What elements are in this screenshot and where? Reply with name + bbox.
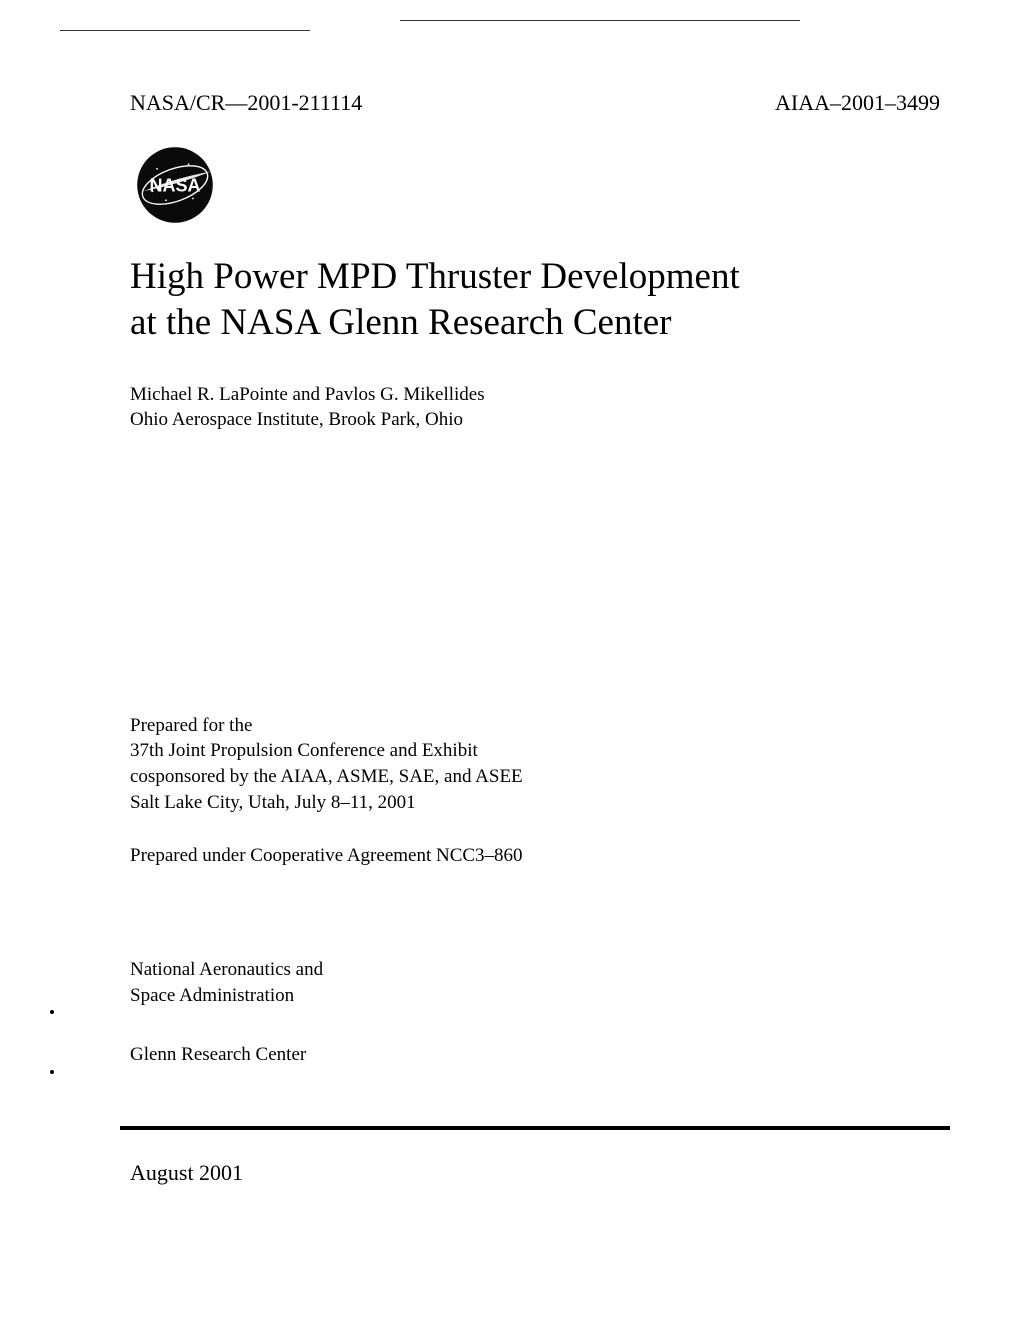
research-center: Glenn Research Center	[130, 1044, 940, 1066]
scan-artifact-dot	[50, 1010, 54, 1014]
nasa-logo-icon: NASA	[130, 146, 220, 224]
agency-block: National Aeronautics and Space Administr…	[130, 957, 940, 1008]
authors-block: Michael R. LaPointe and Pavlos G. Mikell…	[130, 382, 940, 433]
prepared-line-2: 37th Joint Propulsion Conference and Exh…	[130, 738, 940, 764]
agency-line-2: Space Administration	[130, 983, 940, 1009]
author-names: Michael R. LaPointe and Pavlos G. Mikell…	[130, 382, 940, 408]
top-scan-line-right	[400, 20, 800, 21]
horizontal-rule	[120, 1126, 950, 1130]
agency-line-1: National Aeronautics and	[130, 957, 940, 983]
prepared-line-4: Salt Lake City, Utah, July 8–11, 2001	[130, 790, 940, 816]
scan-artifact-dot	[50, 1070, 54, 1074]
prepared-for-block: Prepared for the 37th Joint Propulsion C…	[130, 713, 940, 816]
title-line-2: at the NASA Glenn Research Center	[130, 302, 672, 343]
header-row: NASA/CR—2001-211114 AIAA–2001–3499	[130, 90, 940, 116]
cooperative-agreement: Prepared under Cooperative Agreement NCC…	[130, 845, 940, 867]
svg-text:NASA: NASA	[149, 175, 200, 195]
prepared-line-3: cosponsored by the AIAA, ASME, SAE, and …	[130, 764, 940, 790]
prepared-line-1: Prepared for the	[130, 713, 940, 739]
author-affiliation: Ohio Aerospace Institute, Brook Park, Oh…	[130, 407, 940, 433]
aiaa-number: AIAA–2001–3499	[775, 90, 940, 116]
top-scan-line-left	[60, 30, 310, 31]
cover-page: NASA/CR—2001-211114 AIAA–2001–3499 NASA …	[0, 0, 1020, 1324]
title-line-1: High Power MPD Thruster Development	[130, 256, 740, 297]
document-title: High Power MPD Thruster Development at t…	[130, 254, 940, 347]
publication-date: August 2001	[130, 1160, 940, 1186]
report-number: NASA/CR—2001-211114	[130, 90, 362, 116]
logo-container: NASA	[130, 146, 940, 229]
